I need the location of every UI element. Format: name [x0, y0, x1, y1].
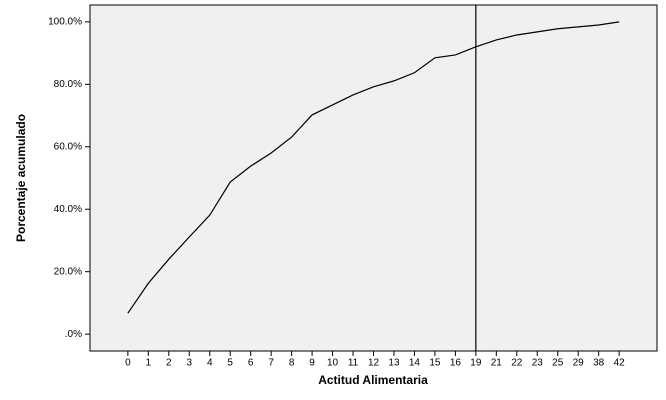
y-tick-label: .0% — [65, 329, 82, 340]
y-axis-title: Porcentaje acumulado — [14, 114, 28, 242]
x-tick-label: 13 — [388, 358, 400, 369]
x-tick-label: 6 — [248, 358, 254, 369]
x-tick-label: 19 — [470, 358, 482, 369]
plot-area — [89, 4, 658, 352]
x-tick-label: 16 — [450, 358, 462, 369]
y-tick-label: 80.0% — [54, 79, 82, 90]
x-tick-label: 7 — [268, 358, 274, 369]
x-tick-label: 14 — [409, 358, 421, 369]
x-tick-label: 2 — [166, 358, 172, 369]
y-tick-label: 60.0% — [54, 141, 82, 152]
x-tick-label: 8 — [289, 358, 295, 369]
x-tick-label: 4 — [207, 358, 213, 369]
x-tick-label: 5 — [227, 358, 233, 369]
x-tick-label: 9 — [309, 358, 315, 369]
x-tick-label: 22 — [511, 358, 523, 369]
x-tick-label: 38 — [593, 358, 605, 369]
y-tick-label: 100.0% — [48, 17, 82, 28]
x-tick-label: 1 — [146, 358, 152, 369]
x-tick-label: 10 — [327, 358, 339, 369]
cumulative-line — [127, 21, 620, 314]
x-tick-label: 3 — [186, 358, 192, 369]
y-tick-label: 40.0% — [54, 204, 82, 215]
x-tick-label: 21 — [491, 358, 503, 369]
x-tick-label: 12 — [368, 358, 380, 369]
x-tick-label: 29 — [573, 358, 585, 369]
x-tick-label: 0 — [125, 358, 131, 369]
x-tick-label: 15 — [429, 358, 441, 369]
x-axis-title: Actitud Alimentaria — [318, 373, 428, 387]
x-tick-label: 25 — [552, 358, 564, 369]
x-tick-label: 11 — [348, 358, 359, 369]
y-tick-label: 20.0% — [54, 266, 82, 277]
x-tick-label: 23 — [532, 358, 544, 369]
x-tick-label: 42 — [614, 358, 626, 369]
